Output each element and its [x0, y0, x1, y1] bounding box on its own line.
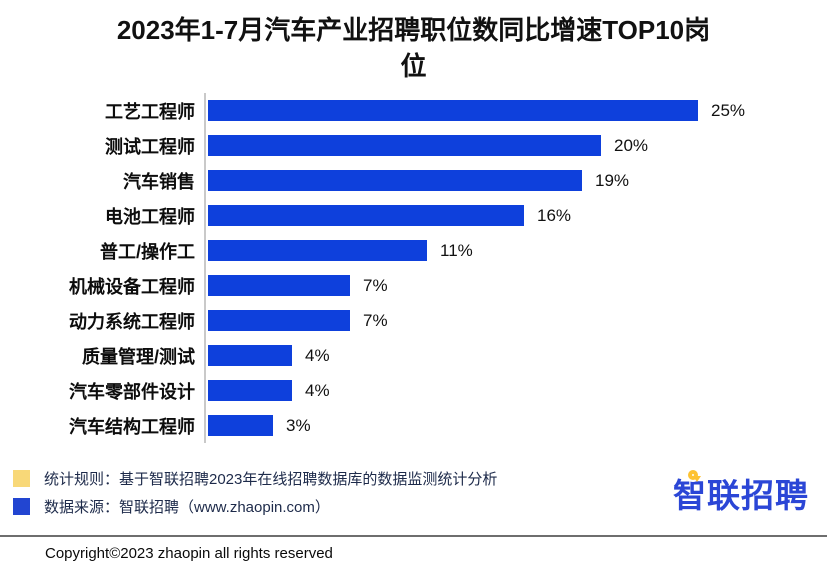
bar-row: 7%: [206, 303, 827, 338]
footnote-row: 统计规则：基于智联招聘2023年在线招聘数据库的数据监测统计分析: [13, 468, 497, 489]
category-label: 电池工程师: [105, 206, 195, 227]
category-label: 机械设备工程师: [69, 276, 195, 297]
bar: [208, 205, 524, 226]
category-label: 测试工程师: [105, 136, 195, 157]
bar-row: 19%: [206, 163, 827, 198]
footnotes: 统计规则：基于智联招聘2023年在线招聘数据库的数据监测统计分析 数据来源：智联招…: [13, 468, 497, 524]
bar-row: 20%: [206, 128, 827, 163]
chart-title: 2023年1-7月汽车产业招聘职位数同比增速TOP10岗 位: [0, 12, 827, 84]
bar-row: 3%: [206, 408, 827, 443]
plot-area: 25% 20% 19% 16% 11% 7% 7% 4% 4% 3%: [204, 93, 827, 443]
bar-row: 16%: [206, 198, 827, 233]
category-label: 汽车销售: [123, 171, 195, 192]
zhaopin-logo: 智联招聘: [673, 470, 809, 520]
chart-title-line1: 2023年1-7月汽车产业招聘职位数同比增速TOP10岗: [116, 15, 711, 45]
bar-value-label: 19%: [595, 170, 630, 190]
category-label: 普工/操作工: [99, 241, 195, 262]
legend-swatch: [13, 498, 30, 515]
bar-value-label: 4%: [305, 345, 330, 365]
location-pin-icon: [688, 470, 701, 482]
category-label: 工艺工程师: [105, 101, 195, 122]
bar: [208, 170, 582, 191]
bar-value-label: 7%: [363, 310, 388, 330]
bar: [208, 100, 698, 121]
bar: [208, 415, 273, 436]
bar-chart: 工艺工程师测试工程师汽车销售电池工程师普工/操作工机械设备工程师 动力系统工程师质…: [0, 93, 827, 443]
bar: [208, 345, 292, 366]
bar: [208, 275, 350, 296]
footnote-text: 数据来源：智联招聘（www.zhaopin.com）: [44, 499, 330, 516]
bar-row: 11%: [206, 233, 827, 268]
bar-row: 4%: [206, 338, 827, 373]
bar-value-label: 7%: [363, 275, 388, 295]
footnote-text: 统计规则：基于智联招聘2023年在线招聘数据库的数据监测统计分析: [44, 471, 498, 488]
category-label: 质量管理/测试: [81, 346, 195, 367]
bar-row: 25%: [206, 93, 827, 128]
bar: [208, 310, 350, 331]
bar-row: 4%: [206, 373, 827, 408]
footer-divider: [0, 535, 827, 537]
category-label: 汽车零部件设计: [69, 381, 195, 402]
zhaopin-logo-text: 智联招聘: [673, 477, 809, 514]
bar-value-label: 16%: [537, 205, 572, 225]
chart-title-line2: 位: [400, 51, 427, 81]
footnote-row: 数据来源：智联招聘（www.zhaopin.com）: [13, 496, 497, 517]
category-label: 动力系统工程师: [69, 311, 195, 332]
bar-value-label: 3%: [286, 415, 311, 435]
bar-value-label: 20%: [614, 135, 649, 155]
bar: [208, 135, 601, 156]
bar-row: 7%: [206, 268, 827, 303]
bar-value-label: 25%: [711, 100, 746, 120]
copyright-text: Copyright©2023 zhaopin all rights reserv…: [45, 545, 333, 562]
category-axis: 工艺工程师测试工程师汽车销售电池工程师普工/操作工机械设备工程师 动力系统工程师质…: [0, 93, 204, 443]
bar-value-label: 11%: [440, 240, 473, 260]
bar: [208, 240, 427, 261]
legend-swatch: [13, 470, 30, 487]
bar: [208, 380, 292, 401]
category-label: 汽车结构工程师: [69, 416, 195, 437]
bar-value-label: 4%: [305, 380, 330, 400]
